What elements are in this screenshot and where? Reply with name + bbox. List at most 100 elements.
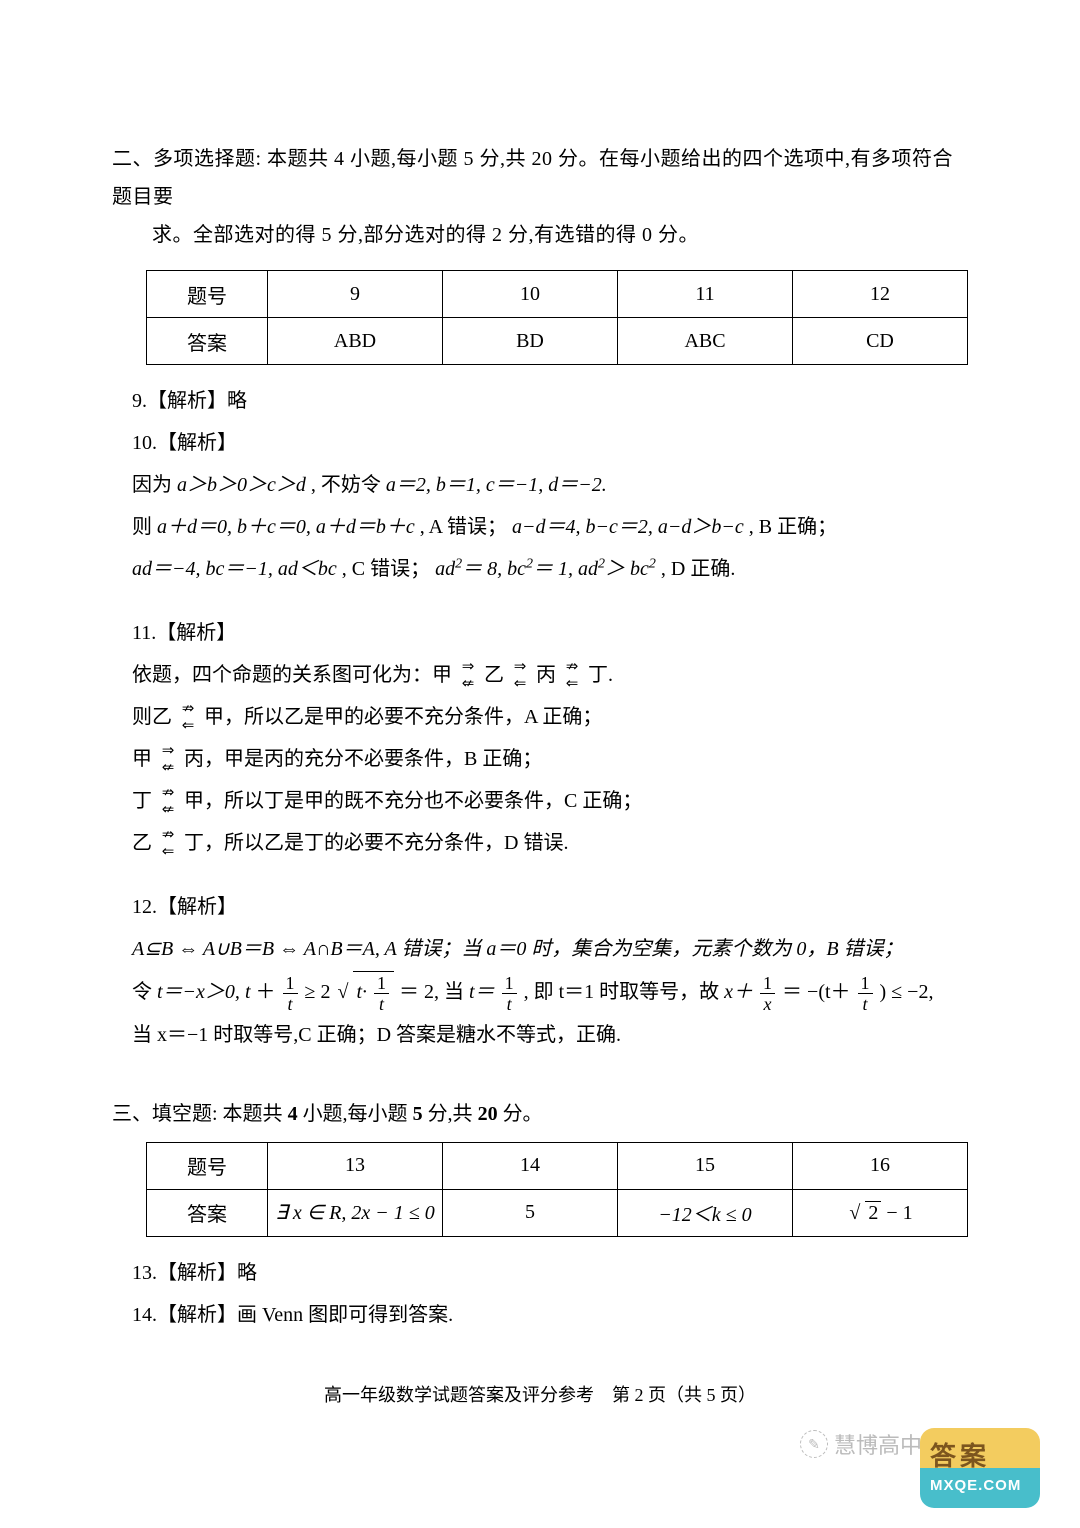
text: , B 正确；	[749, 516, 837, 538]
text: t·	[356, 981, 367, 1003]
math: ad2＝ 8, bc2＝ 1, ad2＞ bc2	[435, 558, 661, 580]
rel-top: ⇏	[159, 828, 177, 843]
watermark-badge-icon: 答案 MXQE.COM	[920, 1428, 1040, 1508]
relation-icon: ⇒ ⇐	[511, 660, 529, 692]
text: ) ≤ −2,	[880, 981, 934, 1003]
frac-den: t	[283, 994, 298, 1013]
q14-block: 14.【解析】画 Venn 图即可得到答案.	[132, 1295, 968, 1335]
ans-9: ABD	[268, 318, 443, 365]
ans-11: ABC	[618, 318, 793, 365]
relation-icon: ⇏ ⇐	[179, 702, 197, 734]
rel-top: ⇏	[563, 660, 581, 675]
text: 丙	[536, 664, 556, 686]
text: , D 正确.	[661, 558, 735, 580]
badge-top-text: 答案	[930, 1443, 1040, 1469]
frac-num: 1	[760, 974, 775, 994]
q11-block: 11.【解析】 依题，四个命题的关系图可化为：甲 ⇒ ⇍ 乙 ⇒ ⇐ 丙 ⇏ ⇐…	[132, 613, 968, 863]
table-answer-label: 答案	[147, 1189, 268, 1236]
math: t	[245, 981, 251, 1003]
fraction: 1 x	[760, 974, 775, 1013]
section3-intro: 三、填空题: 本题共 4 小题,每小题 5 分,共 20 分。	[112, 1097, 968, 1126]
relation-icon: ⇏ ⇐	[159, 828, 177, 860]
text: 令	[132, 981, 157, 1003]
text: ≥ 2	[305, 981, 331, 1003]
relation-icon: ⇒ ⇍	[459, 660, 477, 692]
fraction: 1 t	[858, 974, 873, 1013]
math: A⊆B ⇔ A∪B＝B ⇔ A∩B＝A, A 错误；当 a＝0 时，集合为空集，…	[132, 938, 904, 960]
table-row: 题号 9 10 11 12	[147, 271, 968, 318]
text: − 1	[881, 1202, 912, 1224]
rel-top: ⇒	[459, 660, 477, 675]
fraction: 1 t	[502, 974, 517, 1013]
math: a＞b＞0＞c＞d	[177, 474, 306, 496]
math: a−d＝4, b−c＝2, a−d＞b−c	[512, 516, 744, 538]
ans-12: CD	[793, 318, 968, 365]
sqrt-icon: t· 1 t	[335, 971, 394, 1013]
watermark-source: ✎ 慧博高中	[800, 1428, 922, 1460]
text: 依题，四个命题的关系图可化为：甲	[132, 664, 452, 686]
q12-block: 12.【解析】 A⊆B ⇔ A∪B＝B ⇔ A∩B＝A, A 错误；当 a＝0 …	[132, 887, 968, 1055]
col-13: 13	[268, 1142, 443, 1189]
ans-13: ∃ x ∈ R, 2x − 1 ≤ 0	[268, 1189, 443, 1236]
ans-10: BD	[443, 318, 618, 365]
q10-line1: 因为 a＞b＞0＞c＞d , 不妨令 a＝2, b＝1, c＝−1, d＝−2.	[132, 465, 968, 505]
q10-title: 10.【解析】	[132, 423, 968, 463]
text: ＝ −(t＋	[782, 981, 851, 1003]
text: ＋	[256, 981, 276, 1003]
table-row: 答案 ∃ x ∈ R, 2x − 1 ≤ 0 5 −12＜k ≤ 0 2 − 1	[147, 1189, 968, 1236]
table-row: 题号 13 14 15 16	[147, 1142, 968, 1189]
text: , C 错误；	[342, 558, 430, 580]
col-9: 9	[268, 271, 443, 318]
col-11: 11	[618, 271, 793, 318]
frac-den: t	[502, 994, 517, 1013]
text: 丁	[132, 790, 152, 812]
q11-C: 丁 ⇏ ⇍ 甲，所以丁是甲的既不充分也不必要条件，C 正确；	[132, 781, 968, 821]
section2-intro: 二、多项选择题: 本题共 4 小题,每小题 5 分,共 20 分。在每小题给出的…	[112, 140, 968, 254]
section3-answer-table: 题号 13 14 15 16 答案 ∃ x ∈ R, 2x − 1 ≤ 0 5 …	[146, 1142, 968, 1237]
math: a＝2, b＝1, c＝−1, d＝−2.	[386, 474, 607, 496]
page-root: 二、多项选择题: 本题共 4 小题,每小题 5 分,共 20 分。在每小题给出的…	[0, 0, 1080, 1528]
watermark: ✎ 慧博高中 答案 MXQE.COM	[800, 1428, 1040, 1508]
text: 乙	[484, 664, 504, 686]
q10-line3: ad＝−4, bc＝−1, ad＜bc , C 错误； ad2＝ 8, bc2＝…	[132, 549, 968, 589]
col-10: 10	[443, 271, 618, 318]
section2-line2: 求。全部选对的得 5 分,部分选对的得 2 分,有选错的得 0 分。	[112, 224, 699, 246]
frac-num: 1	[858, 974, 873, 994]
table-row: 答案 ABD BD ABC CD	[147, 318, 968, 365]
q12-line3: 当 x＝−1 时取等号,C 正确；D 答案是糖水不等式，正确.	[132, 1015, 968, 1055]
frac-den: t	[858, 994, 873, 1013]
rel-top: ⇏	[159, 786, 177, 801]
q12-line2: 令 t＝−x＞0, t ＋ 1 t ≥ 2 t· 1 t ＝ 2, 当 t＝	[132, 971, 968, 1013]
math: t＝	[469, 981, 495, 1003]
text: , A 错误；	[420, 516, 507, 538]
q11-intro-line: 依题，四个命题的关系图可化为：甲 ⇒ ⇍ 乙 ⇒ ⇐ 丙 ⇏ ⇐ 丁.	[132, 655, 968, 695]
text: 甲，所以乙是甲的必要不充分条件，A 正确；	[204, 706, 602, 728]
rel-top: ⇒	[511, 660, 529, 675]
table-header-label: 题号	[147, 271, 268, 318]
text: 因为	[132, 474, 177, 496]
math: t＝−x＞0,	[157, 981, 245, 1003]
rel-bot: ⇍	[459, 677, 477, 692]
text: 甲	[132, 748, 152, 770]
ans-14: 5	[443, 1189, 618, 1236]
math: a＋d＝0, b＋c＝0, a＋d＝b＋c	[157, 516, 415, 538]
section2-line1: 二、多项选择题: 本题共 4 小题,每小题 5 分,共 20 分。在每小题给出的…	[112, 148, 953, 208]
frac-num: 1	[283, 974, 298, 994]
rel-bot: ⇐	[563, 677, 581, 692]
text: 丁，所以乙是丁的必要不充分条件，D 错误.	[184, 832, 568, 854]
ans-15: −12＜k ≤ 0	[618, 1189, 793, 1236]
text: , 即 t＝1 时取等号，故	[524, 981, 725, 1003]
rel-bot: ⇐	[179, 719, 197, 734]
q13-title: 13.【解析】略	[132, 1253, 968, 1293]
fraction: 1 t	[374, 974, 389, 1013]
frac-den: x	[760, 994, 775, 1013]
page-footer: 高一年级数学试题答案及评分参考 第 2 页（共 5 页）	[112, 1381, 968, 1407]
text: 丁.	[588, 664, 613, 686]
q10-line2: 则 a＋d＝0, b＋c＝0, a＋d＝b＋c , A 错误； a−d＝4, b…	[132, 507, 968, 547]
text: ＝ 2, 当	[399, 981, 469, 1003]
q9-block: 9.【解析】略	[132, 381, 968, 421]
radicand: 2	[865, 1201, 881, 1225]
q11-D: 乙 ⇏ ⇐ 丁，所以乙是丁的必要不充分条件，D 错误.	[132, 823, 968, 863]
watermark-text: 慧博高中	[834, 1428, 922, 1460]
rel-top: ⇒	[159, 744, 177, 759]
